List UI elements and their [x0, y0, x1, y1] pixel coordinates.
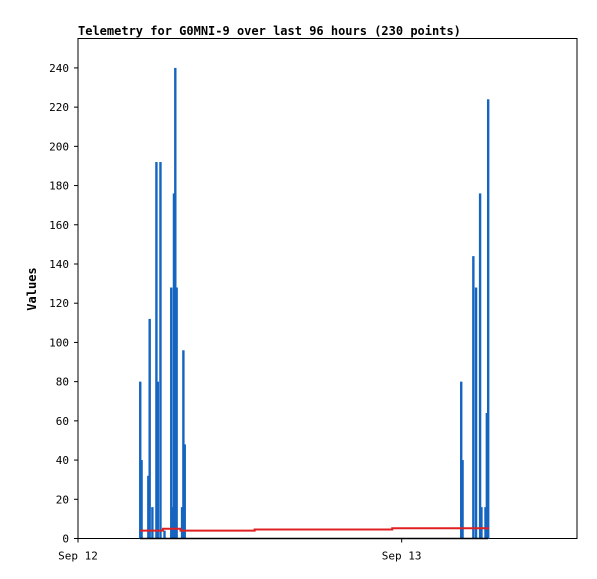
y-tick-label: 80 — [56, 376, 69, 389]
y-tick-label: 0 — [62, 533, 69, 546]
bar — [461, 460, 464, 539]
bar — [139, 381, 142, 539]
y-tick-label: 100 — [49, 336, 69, 349]
bar — [156, 381, 159, 539]
y-tick-label: 160 — [49, 219, 69, 232]
bar — [147, 475, 150, 539]
bar — [485, 413, 489, 539]
step-line-series — [140, 527, 489, 532]
plot-area — [139, 67, 490, 540]
bar — [151, 507, 154, 539]
bar — [486, 99, 490, 539]
plot-frame — [77, 38, 578, 539]
bar — [171, 507, 174, 539]
chart-title: Telemetry for G0MNI-9 over last 96 hours… — [78, 24, 461, 38]
x-tick-label: Sep 13 — [382, 550, 422, 563]
y-tick-label: 120 — [49, 297, 69, 310]
bar — [148, 318, 151, 539]
y-tick-label: 60 — [56, 415, 69, 428]
bar — [182, 350, 185, 539]
bar — [474, 287, 478, 539]
bar — [183, 444, 186, 539]
bar — [460, 381, 463, 539]
bar — [174, 67, 177, 539]
bar — [140, 460, 143, 539]
bar — [159, 162, 162, 539]
bar — [163, 530, 166, 539]
y-tick-label: 20 — [56, 493, 69, 506]
x-tick-label: Sep 12 — [58, 550, 98, 563]
y-tick-label: 140 — [49, 258, 69, 271]
y-tick-label: 40 — [56, 454, 69, 467]
bar — [472, 256, 475, 539]
bar — [155, 162, 158, 539]
bar — [175, 287, 178, 539]
bar — [478, 193, 482, 539]
bar — [180, 507, 184, 539]
y-tick-label: 240 — [49, 62, 69, 75]
y-tick-label: 200 — [49, 140, 69, 153]
bar — [172, 193, 176, 539]
bar — [480, 507, 483, 539]
y-axis: 0 20 40 60 80 100 120 140 160 180 200 220 240 — [49, 62, 78, 546]
y-tick-label: 180 — [49, 180, 69, 193]
y-axis-label: Values — [25, 267, 39, 310]
bar — [484, 507, 487, 539]
x-axis: Sep 12 Sep 13 — [58, 538, 422, 563]
bar — [170, 287, 173, 539]
y-tick-label: 220 — [49, 101, 69, 114]
